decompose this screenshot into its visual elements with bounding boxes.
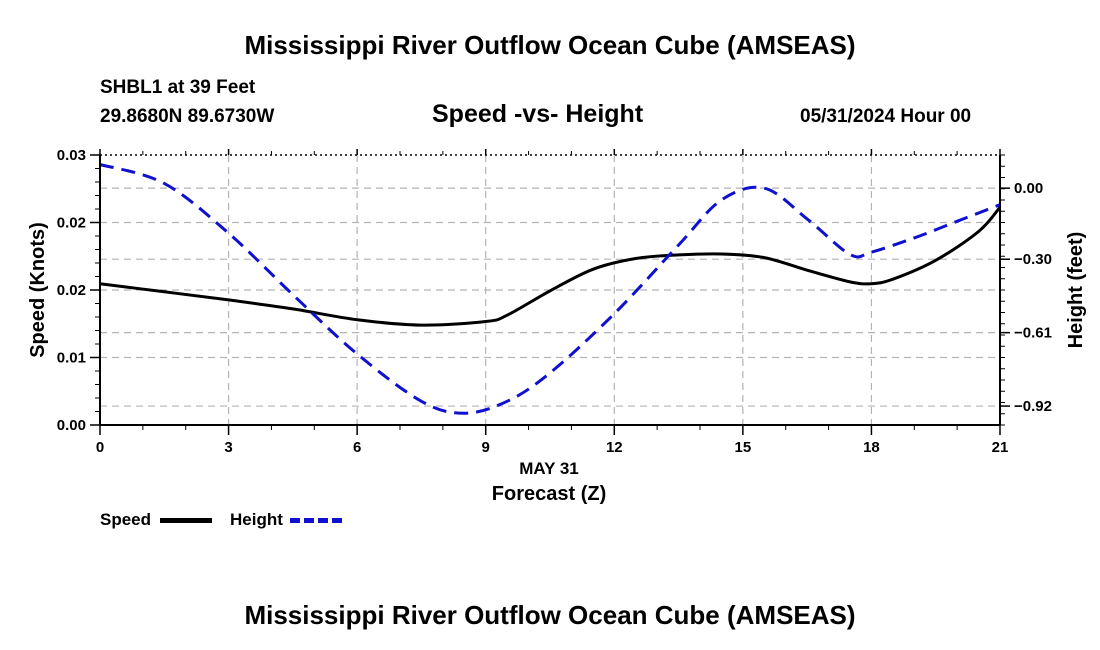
y-axis-title: Speed (Knots) bbox=[27, 222, 49, 358]
x-tick-label: 6 bbox=[353, 439, 361, 456]
x-tick-label: 15 bbox=[735, 439, 752, 456]
grid-layer bbox=[100, 155, 1000, 425]
coordinates-label: 29.8680N 89.6730W bbox=[100, 106, 275, 127]
legend-height-swatch bbox=[290, 518, 342, 523]
y2-tick-label: 0.00 bbox=[1014, 180, 1043, 197]
y2-tick-label: −0.92 bbox=[1014, 398, 1052, 415]
legend-speed-label: Speed bbox=[100, 510, 152, 529]
axes-layer: 0 3 6 9 12 15 18 21 0.00 0.01 0.02 0.02 0.03 0.00 −0.3… bbox=[57, 147, 1052, 456]
y-tick-label: 0.02 bbox=[57, 282, 86, 299]
chart-title: Mississippi River Outflow Ocean Cube (AM… bbox=[244, 30, 856, 60]
x-tick-label: 9 bbox=[482, 439, 490, 456]
y2-tick-label: −0.61 bbox=[1014, 325, 1052, 342]
chart-subtitle: Speed -vs- Height bbox=[432, 100, 644, 128]
station-label: SHBL1 at 39 Feet bbox=[100, 77, 256, 98]
y-tick-label: 0.02 bbox=[57, 215, 86, 232]
y-tick-label: 0.03 bbox=[57, 147, 86, 164]
series-layer bbox=[99, 163, 1002, 415]
x-tick-label: 0 bbox=[96, 439, 104, 456]
footer-title: Mississippi River Outflow Ocean Cube (AM… bbox=[244, 600, 856, 630]
legend-height-label: Height bbox=[230, 510, 283, 529]
height-series-line bbox=[99, 163, 1001, 415]
y-tick-label: 0.00 bbox=[57, 417, 86, 434]
x-axis-date-label: MAY 31 bbox=[519, 459, 579, 478]
x-tick-label: 21 bbox=[992, 439, 1009, 456]
y2-axis-title: Height (feet) bbox=[1065, 232, 1087, 349]
forecast-datetime: 05/31/2024 Hour 00 bbox=[800, 106, 972, 127]
y-tick-label: 0.01 bbox=[57, 350, 86, 367]
speed-series-line bbox=[99, 206, 1002, 327]
x-tick-label: 12 bbox=[606, 439, 623, 456]
legend-speed-swatch bbox=[160, 518, 212, 523]
x-axis-title: Forecast (Z) bbox=[492, 483, 606, 505]
y2-tick-label: −0.30 bbox=[1014, 251, 1052, 268]
x-tick-label: 3 bbox=[224, 439, 232, 456]
x-tick-label: 18 bbox=[863, 439, 880, 456]
